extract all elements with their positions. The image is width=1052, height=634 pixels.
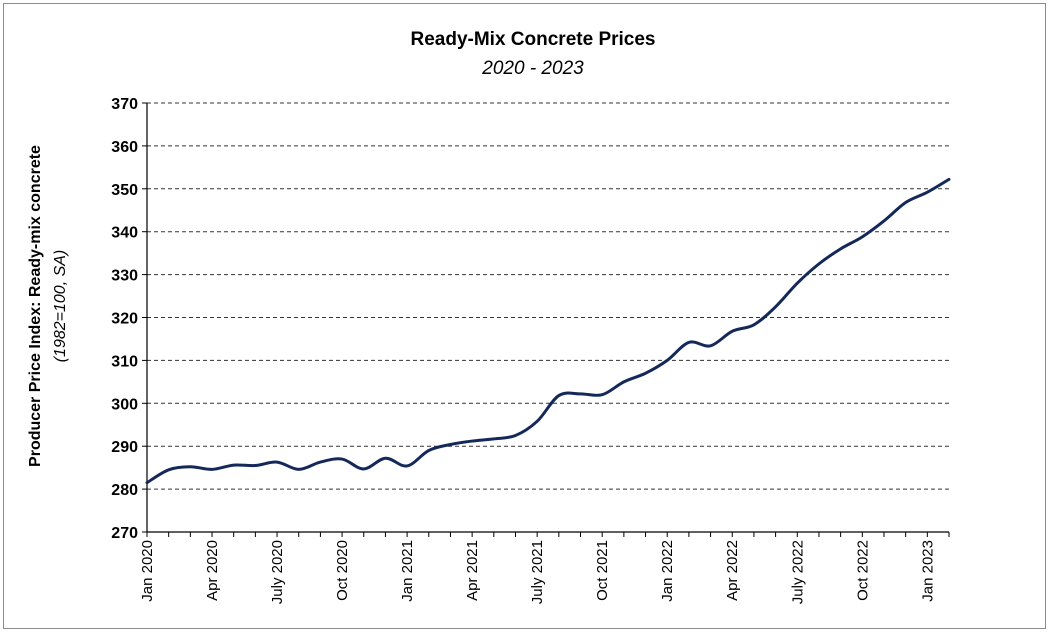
x-tick-label: Jan 2023 bbox=[919, 540, 936, 602]
y-tick-label: 370 bbox=[111, 96, 138, 113]
y-axis-title: Producer Price Index: Ready-mix concrete bbox=[27, 145, 44, 467]
x-tick-label: July 2022 bbox=[789, 540, 806, 604]
gridlines bbox=[147, 102, 949, 490]
x-tick-label: Oct 2022 bbox=[854, 540, 871, 601]
x-tick-label: Jan 2020 bbox=[139, 540, 156, 602]
x-tick-label: Apr 2020 bbox=[204, 540, 221, 601]
y-tick-label: 350 bbox=[111, 182, 138, 199]
x-tick-label: July 2021 bbox=[529, 540, 546, 604]
x-tick-label: Jan 2022 bbox=[659, 540, 676, 602]
series-line bbox=[145, 177, 951, 485]
x-tick-label: Oct 2021 bbox=[594, 540, 611, 601]
axes bbox=[146, 103, 949, 533]
y-axis-label: Producer Price Index: Ready-mix concrete… bbox=[27, 145, 69, 467]
x-axis-ticks: Jan 2020 Apr 2020 July 2020 Oct 2020 Jan 202… bbox=[139, 532, 950, 604]
y-tick-label: 340 bbox=[111, 225, 138, 242]
series-group bbox=[145, 177, 951, 485]
y-tick-label: 270 bbox=[111, 525, 138, 542]
y-tick-label: 320 bbox=[111, 311, 138, 328]
y-axis-ticks: 270 280 290 300 310 320 330 340 350 360 370 bbox=[111, 96, 147, 542]
y-tick-label: 360 bbox=[111, 139, 138, 156]
y-tick-label: 300 bbox=[111, 396, 138, 413]
y-tick-label: 290 bbox=[111, 439, 138, 456]
y-tick-label: 330 bbox=[111, 268, 138, 285]
chart-subtitle: 2020 - 2023 bbox=[481, 58, 584, 79]
x-tick-label: Oct 2020 bbox=[334, 540, 351, 601]
x-tick-label: July 2020 bbox=[269, 540, 286, 604]
chart-title: Ready-Mix Concrete Prices bbox=[411, 29, 656, 50]
line-chart: Ready-Mix Concrete Prices 2020 - 2023 Pr… bbox=[27, 29, 951, 604]
chart-frame: Ready-Mix Concrete Prices 2020 - 2023 Pr… bbox=[3, 3, 1046, 629]
x-tick-label: Apr 2021 bbox=[464, 540, 481, 601]
x-tick-label: Jan 2021 bbox=[399, 540, 416, 602]
y-axis-subtitle: (1982=100, SA) bbox=[52, 250, 69, 363]
y-tick-label: 280 bbox=[111, 482, 138, 499]
x-tick-label: Apr 2022 bbox=[724, 540, 741, 601]
y-tick-label: 310 bbox=[111, 353, 138, 370]
